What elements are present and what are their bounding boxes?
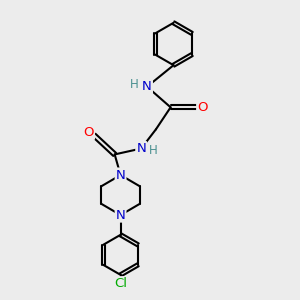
Text: N: N <box>116 169 125 182</box>
Text: H: H <box>149 144 158 158</box>
Text: O: O <box>83 126 94 139</box>
Text: N: N <box>116 208 125 222</box>
Text: H: H <box>130 78 139 91</box>
Text: O: O <box>197 101 208 114</box>
Text: N: N <box>142 80 152 93</box>
Text: Cl: Cl <box>114 277 127 290</box>
Text: N: N <box>136 142 146 155</box>
